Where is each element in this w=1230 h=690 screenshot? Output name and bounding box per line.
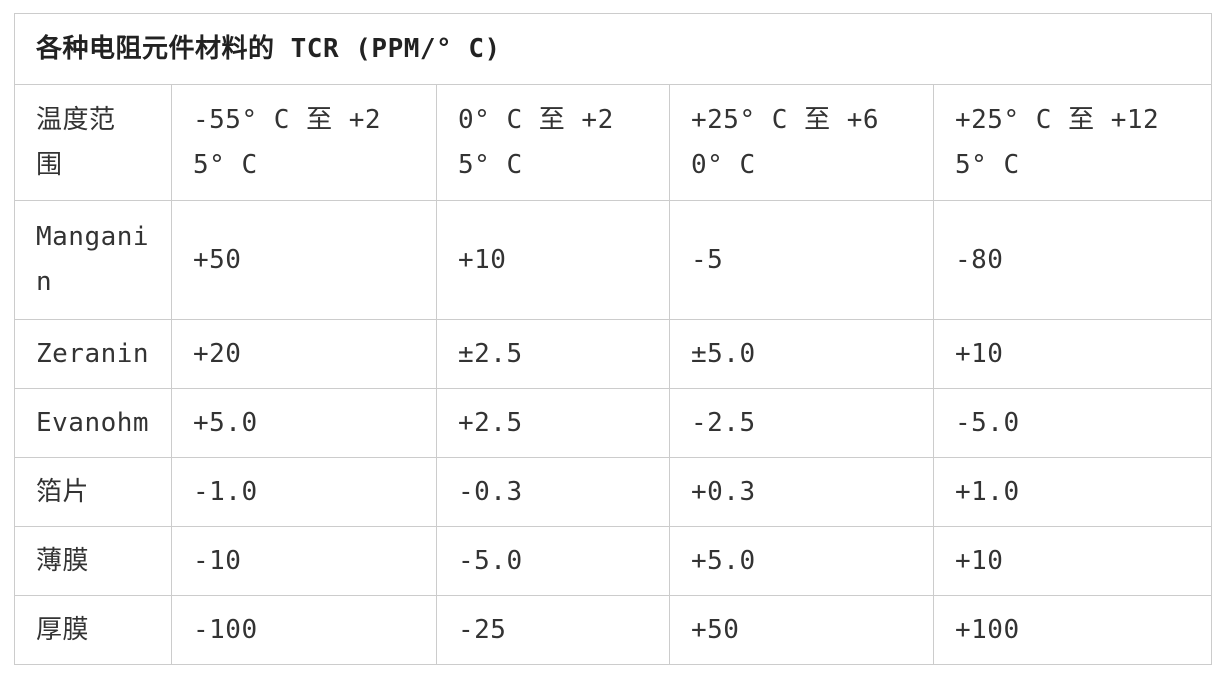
material-name: 薄膜 bbox=[14, 526, 172, 596]
tcr-value: +10 bbox=[933, 526, 1212, 596]
material-name: 箔片 bbox=[14, 457, 172, 527]
table-row: Zeranin +20 ±2.5 ±5.0 +10 bbox=[14, 319, 1212, 389]
header-temperature-range: 温度范 围 bbox=[14, 84, 172, 201]
tcr-value: +2.5 bbox=[436, 388, 670, 458]
tcr-value: -1.0 bbox=[171, 457, 437, 527]
tcr-value: +50 bbox=[669, 595, 934, 665]
tcr-value: +5.0 bbox=[171, 388, 437, 458]
table-title: 各种电阻元件材料的 TCR (PPM/° C) bbox=[14, 13, 1212, 85]
tcr-value: -80 bbox=[933, 200, 1212, 320]
tcr-value: -100 bbox=[171, 595, 437, 665]
table-row: 薄膜 -10 -5.0 +5.0 +10 bbox=[14, 526, 1212, 596]
table-row: Mangani n +50 +10 -5 -80 bbox=[14, 200, 1212, 320]
table-row: Evanohm +5.0 +2.5 -2.5 -5.0 bbox=[14, 388, 1212, 458]
tcr-value: +50 bbox=[171, 200, 437, 320]
material-name: 厚膜 bbox=[14, 595, 172, 665]
tcr-value: -25 bbox=[436, 595, 670, 665]
header-range-3: +25° C 至 +6 0° C bbox=[669, 84, 934, 201]
table-title-row: 各种电阻元件材料的 TCR (PPM/° C) bbox=[14, 13, 1212, 85]
material-name: Zeranin bbox=[14, 319, 172, 389]
tcr-value: -5.0 bbox=[436, 526, 670, 596]
tcr-table: 各种电阻元件材料的 TCR (PPM/° C) 温度范 围 -55° C 至 +… bbox=[14, 13, 1212, 665]
header-range-2: 0° C 至 +2 5° C bbox=[436, 84, 670, 201]
tcr-value: ±2.5 bbox=[436, 319, 670, 389]
table-header-row: 温度范 围 -55° C 至 +2 5° C 0° C 至 +2 5° C +2… bbox=[14, 84, 1212, 201]
tcr-value: -0.3 bbox=[436, 457, 670, 527]
table-row: 厚膜 -100 -25 +50 +100 bbox=[14, 595, 1212, 665]
tcr-value: -5.0 bbox=[933, 388, 1212, 458]
tcr-value: +1.0 bbox=[933, 457, 1212, 527]
header-range-1: -55° C 至 +2 5° C bbox=[171, 84, 437, 201]
tcr-value: +10 bbox=[933, 319, 1212, 389]
tcr-value: -10 bbox=[171, 526, 437, 596]
tcr-value: -2.5 bbox=[669, 388, 934, 458]
tcr-value: +5.0 bbox=[669, 526, 934, 596]
tcr-value: +100 bbox=[933, 595, 1212, 665]
tcr-value: +10 bbox=[436, 200, 670, 320]
table-row: 箔片 -1.0 -0.3 +0.3 +1.0 bbox=[14, 457, 1212, 527]
material-name: Evanohm bbox=[14, 388, 172, 458]
tcr-value: -5 bbox=[669, 200, 934, 320]
header-range-4: +25° C 至 +12 5° C bbox=[933, 84, 1212, 201]
material-name: Mangani n bbox=[14, 200, 172, 320]
tcr-value: +20 bbox=[171, 319, 437, 389]
tcr-value: +0.3 bbox=[669, 457, 934, 527]
tcr-value: ±5.0 bbox=[669, 319, 934, 389]
